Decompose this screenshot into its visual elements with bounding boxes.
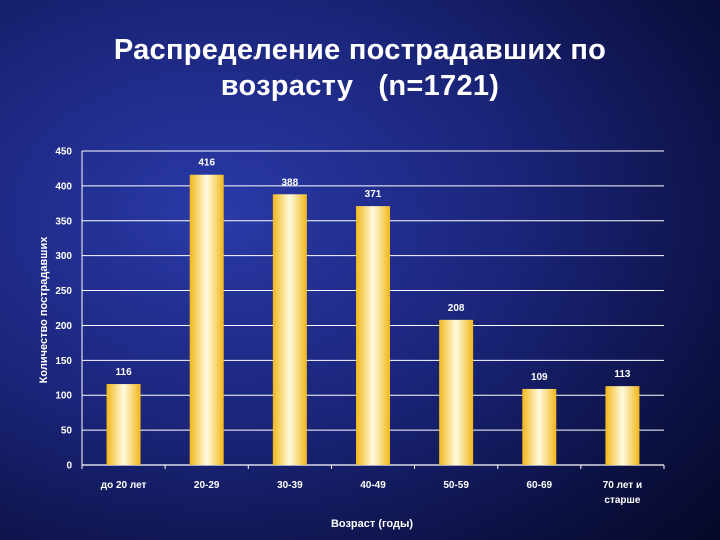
y-tick-labels: 0 50 100 150 200 250 300 350 400 450	[55, 147, 72, 472]
chart-title: Распределение пострадавших по возрасту (…	[0, 32, 720, 104]
data-label: 388	[282, 177, 299, 188]
bar	[605, 386, 640, 465]
chart-title-line-1: Распределение пострадавших по	[113, 34, 607, 66]
x-tick-label: 30-39	[277, 480, 303, 491]
bar	[522, 388, 557, 465]
x-tick-label: старше	[604, 495, 640, 506]
y-tick-label: 200	[55, 321, 72, 332]
y-tick-label: 250	[55, 286, 72, 297]
bar	[106, 384, 141, 465]
bar	[439, 319, 474, 465]
x-tick-label: 40-49	[360, 480, 386, 491]
data-label: 113	[614, 369, 631, 380]
x-tick-label: 20-29	[194, 480, 220, 491]
y-tick-label: 450	[55, 147, 72, 158]
data-label: 416	[198, 158, 215, 169]
y-tick-label: 0	[66, 461, 72, 472]
data-labels: 116 416 388 371 208 109 113	[116, 158, 631, 383]
bar	[189, 174, 224, 466]
x-axis-label: Возраст (годы)	[331, 518, 413, 530]
y-tick-label: 150	[55, 356, 72, 367]
y-tick-label: 350	[55, 216, 72, 227]
data-label: 371	[365, 189, 382, 200]
data-label: 208	[448, 303, 465, 314]
chart-title-line-2: возрасту (n=1721)	[220, 70, 500, 102]
bars	[106, 174, 640, 466]
x-tick-label: 50-59	[443, 480, 469, 491]
data-label: 109	[531, 372, 548, 383]
y-tick-label: 100	[55, 391, 72, 402]
y-tick-label: 400	[55, 181, 72, 192]
x-tick-label: 60-69	[526, 480, 552, 491]
x-tick-labels: до 20 лет 20-29 30-39 40-49 50-59 60-69 70 лет…	[101, 480, 642, 506]
y-axis-label: Количество пострадавших	[38, 236, 50, 384]
bar	[356, 206, 390, 465]
bar	[272, 194, 307, 466]
x-tick-label: 70 лет и	[603, 480, 642, 491]
data-label: 116	[116, 367, 133, 378]
y-tick-label: 50	[61, 426, 73, 437]
y-tick-label: 300	[55, 251, 72, 262]
x-tick-label: до 20 лет	[101, 480, 147, 491]
